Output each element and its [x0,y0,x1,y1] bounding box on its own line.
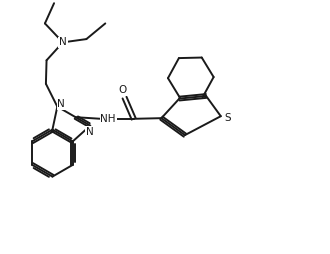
Text: N: N [59,37,67,47]
Text: N: N [86,126,93,136]
Text: N: N [57,99,65,109]
Text: NH: NH [100,114,116,124]
Text: S: S [224,113,231,123]
Text: O: O [119,85,127,96]
